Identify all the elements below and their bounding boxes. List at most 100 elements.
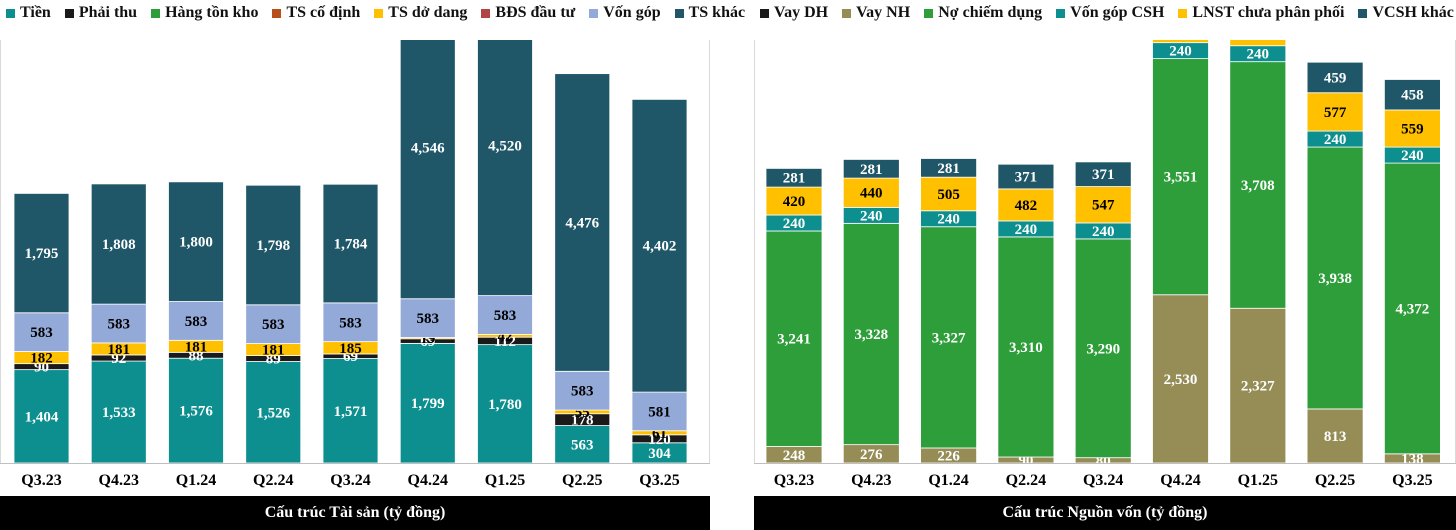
data-label-funding-5-3: 371 xyxy=(1015,170,1038,186)
data-label-assets-7-7: 4,476 xyxy=(565,215,599,231)
data-label-assets-4-4: 185 xyxy=(339,341,362,357)
data-label-assets-4-2: 181 xyxy=(185,339,208,355)
legend-swatch xyxy=(760,8,769,18)
funding-structure-panel: Vay DH Vay NH Nợ chiếm dụng Vốn góp CSH LNST… xyxy=(754,0,1456,530)
bar-segment-assets-0-6 xyxy=(477,344,533,464)
data-label-funding-4-3: 482 xyxy=(1015,198,1038,214)
legend-item-funding-0: Vay DH xyxy=(760,4,828,22)
data-label-assets-7-6: 4,520 xyxy=(488,138,522,154)
x-tick-label-assets-6: Q1.25 xyxy=(485,472,525,489)
data-label-assets-0-8: 304 xyxy=(648,446,671,462)
x-tick-label-funding-4: Q3.24 xyxy=(1083,472,1123,489)
data-label-assets-6-0: 583 xyxy=(30,325,53,341)
bar-segment-assets-6-8 xyxy=(631,391,688,432)
bar-segment-funding-2-7 xyxy=(1306,146,1364,410)
bar-segment-funding-5-8 xyxy=(1384,79,1441,111)
asset-chart: 1,404901825831,7951,533921815831,8081,57… xyxy=(0,40,710,489)
bar-segment-funding-2-5 xyxy=(1152,58,1209,296)
bar-segment-funding-4-5 xyxy=(1152,40,1209,44)
data-label-assets-0-4: 1,571 xyxy=(334,404,368,420)
data-label-funding-5-2: 281 xyxy=(937,161,960,177)
legend-item-funding-4: LNST chưa phân phối xyxy=(1178,4,1344,22)
data-label-funding-2-2: 3,327 xyxy=(932,330,966,346)
data-label-funding-1-2: 226 xyxy=(937,448,960,464)
data-label-assets-4-0: 182 xyxy=(30,351,53,367)
legend-label: Vốn góp xyxy=(603,4,661,21)
legend-label: BĐS đầu tư xyxy=(495,4,576,21)
data-label-assets-0-3: 1,526 xyxy=(256,405,290,421)
legend-label: LNST chưa phân phối xyxy=(1192,4,1345,21)
data-label-funding-5-0: 281 xyxy=(783,171,806,187)
data-label-assets-7-5: 4,546 xyxy=(411,141,445,157)
data-label-assets-6-1: 583 xyxy=(108,317,131,333)
data-label-assets-6-3: 583 xyxy=(262,317,285,333)
data-label-funding-1-7: 813 xyxy=(1324,429,1347,445)
asset-structure-panel: Tiền Phải thu Hàng tồn kho TS cố định TS dở … xyxy=(0,0,745,530)
legend-label: VCSH khác xyxy=(1372,4,1454,21)
bar-segment-funding-2-6 xyxy=(1229,61,1287,309)
x-tick-label-assets-1: Q4.23 xyxy=(99,472,139,489)
legend-label: TS dở dang xyxy=(388,4,468,21)
data-label-assets-0-2: 1,576 xyxy=(179,404,213,420)
data-label-assets-1-6: 112 xyxy=(494,334,516,350)
data-label-funding-5-7: 459 xyxy=(1324,70,1347,86)
data-label-funding-3-7: 240 xyxy=(1324,132,1347,148)
legend-item-assets-6: Vốn góp xyxy=(589,4,661,22)
bar-segment-assets-6-1 xyxy=(90,303,147,344)
bar-segment-funding-4-3 xyxy=(997,188,1055,222)
data-label-funding-3-1: 240 xyxy=(860,208,883,224)
data-label-assets-0-7: 563 xyxy=(571,437,594,453)
data-label-funding-5-8: 458 xyxy=(1401,88,1424,104)
x-tick-label-funding-5: Q4.24 xyxy=(1160,472,1200,489)
data-label-assets-0-5: 1,799 xyxy=(411,396,445,412)
bar-segment-funding-2-2 xyxy=(920,226,978,449)
legend-swatch xyxy=(272,8,282,18)
bar-segment-assets-6-4 xyxy=(322,302,379,343)
bar-segment-funding-4-8 xyxy=(1384,109,1441,148)
data-label-funding-3-8: 240 xyxy=(1401,148,1424,164)
data-label-assets-0-6: 1,780 xyxy=(488,397,522,413)
x-tick-label-funding-2: Q1.24 xyxy=(928,472,968,489)
x-tick-label-funding-6: Q1.25 xyxy=(1238,472,1278,489)
asset-chart-title: Cấu trúc Tài sản (tỷ đồng) xyxy=(0,496,710,530)
legend-swatch xyxy=(481,8,491,18)
bar-segment-funding-5-7 xyxy=(1306,61,1364,94)
bar-segment-assets-7-3 xyxy=(245,184,302,306)
data-label-assets-7-4: 1,784 xyxy=(334,237,368,253)
data-label-assets-0-1: 1,533 xyxy=(102,405,136,421)
x-tick-label-funding-0: Q3.23 xyxy=(774,472,814,489)
legend-item-assets-2: Hàng tồn kho xyxy=(151,4,258,22)
data-label-funding-3-6: 240 xyxy=(1247,47,1270,63)
bar-segment-funding-4-2 xyxy=(920,176,978,212)
data-label-assets-7-0: 1,795 xyxy=(25,246,59,262)
bar-segment-funding-5-3 xyxy=(997,163,1055,190)
x-tick-label-assets-0: Q3.23 xyxy=(21,472,61,489)
x-tick-label-funding-1: Q4.23 xyxy=(851,472,891,489)
data-label-funding-3-3: 240 xyxy=(1015,222,1038,238)
legend-swatch xyxy=(1056,8,1066,18)
data-label-assets-1-8: 120 xyxy=(648,432,671,448)
legend-label: Tiền xyxy=(20,4,51,21)
legend-label: TS cố định xyxy=(286,4,361,21)
data-label-funding-2-8: 4,372 xyxy=(1396,301,1430,317)
bar-segment-funding-2-3 xyxy=(997,236,1055,458)
legend-item-assets-5: BĐS đầu tư xyxy=(481,4,575,22)
x-tick-label-assets-4: Q3.24 xyxy=(330,472,370,489)
x-tick-label-funding-7: Q2.25 xyxy=(1315,472,1355,489)
data-label-funding-2-1: 3,328 xyxy=(854,327,888,343)
data-label-assets-0-0: 1,404 xyxy=(25,409,59,425)
data-label-assets-1-7: 178 xyxy=(571,413,594,429)
bar-segment-assets-7-8 xyxy=(631,98,688,393)
bar-segment-funding-1-5 xyxy=(1152,294,1209,464)
data-label-funding-1-5: 2,530 xyxy=(1164,372,1198,388)
bar-segment-assets-0-1 xyxy=(90,360,147,464)
funding-chart-title: Cấu trúc Nguồn vốn (tỷ đồng) xyxy=(754,496,1456,530)
bar-segment-assets-7-4 xyxy=(322,183,379,304)
bar-segment-assets-6-7 xyxy=(554,370,611,411)
bar-segment-funding-5-1 xyxy=(842,159,900,179)
data-label-funding-2-0: 3,241 xyxy=(777,332,811,348)
legend-label: Phải thu xyxy=(78,4,138,21)
data-label-funding-5-1: 281 xyxy=(860,162,883,178)
data-label-funding-4-4: 547 xyxy=(1092,198,1115,214)
legend-item-funding-3: Vốn góp CSH xyxy=(1056,4,1164,22)
